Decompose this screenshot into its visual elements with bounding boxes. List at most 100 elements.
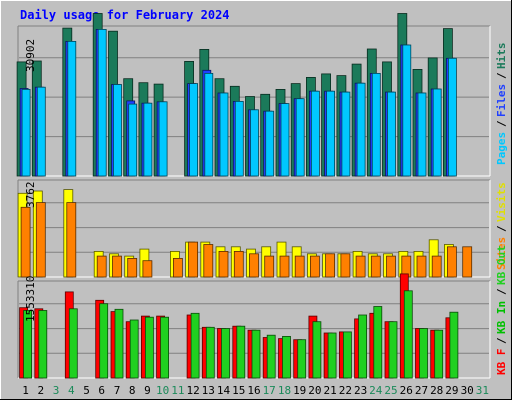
bar-kb-out <box>282 335 291 379</box>
x-tick-label: 2 <box>37 384 44 397</box>
bar-sites <box>172 257 183 278</box>
bar-pages <box>250 109 259 177</box>
bar-pages <box>341 91 351 177</box>
bar-sites <box>218 250 229 278</box>
bar-kb-out <box>342 331 352 379</box>
bar-pages <box>143 102 153 177</box>
bar-sites <box>96 255 107 278</box>
bar-sites <box>355 255 366 278</box>
bar-sites <box>203 244 214 278</box>
legend-visits: Visits <box>495 182 508 222</box>
bar-pages <box>234 101 244 177</box>
x-tick-label: 9 <box>144 384 151 397</box>
x-tick-label: 27 <box>415 384 428 397</box>
bar-sites <box>416 255 427 278</box>
bar-sites <box>142 260 153 278</box>
middle-max-label: 3762 <box>24 182 37 209</box>
legend-hits: Hits <box>495 43 508 70</box>
bar-kb-out <box>327 332 337 379</box>
bar-kb-out <box>160 316 170 379</box>
panel-labels: 30902 3762 1553310 <box>24 39 37 322</box>
bar-sites <box>309 255 320 278</box>
bar-pages <box>280 103 290 177</box>
bar-sites <box>446 246 457 278</box>
bar-pages <box>97 28 107 177</box>
bar-pages <box>265 110 275 177</box>
bar-pages <box>113 84 122 177</box>
bar-kb-out <box>23 310 33 379</box>
x-tick-label: 3 <box>53 384 60 397</box>
bar-kb-out <box>114 308 124 379</box>
x-axis-labels: 1 2 3 4 5 6 7 8 9 10 11 12 13 14 15 16 17 18 19 20 21 22 23 24 2… <box>22 384 489 397</box>
x-tick-label: 1 <box>22 384 29 397</box>
legend-sep: / <box>495 337 508 344</box>
bar-sites <box>294 255 305 278</box>
bar-sites <box>386 255 396 278</box>
bar-pages <box>67 41 77 177</box>
x-tick-label: 13 <box>202 384 215 397</box>
bar-sites <box>35 202 46 278</box>
bar-kb-out <box>449 311 459 379</box>
x-tick-label: 24 <box>369 384 383 397</box>
bar-kb-out <box>38 310 48 379</box>
bottom-max-label: 1553310 <box>24 276 37 322</box>
x-tick-label: 22 <box>339 384 352 397</box>
x-tick-label: 8 <box>129 384 136 397</box>
bar-sites <box>279 255 290 278</box>
bar-kb-out <box>419 328 428 379</box>
x-tick-label: 18 <box>278 384 291 397</box>
legend-pages: Pages <box>495 132 508 165</box>
bar-pages <box>128 103 138 177</box>
x-tick-label: 19 <box>293 384 306 397</box>
bar-pages <box>204 73 214 177</box>
bar-sites <box>462 246 473 278</box>
bar-sites <box>340 253 351 278</box>
x-tick-label: 26 <box>400 384 413 397</box>
x-tick-label: 23 <box>354 384 367 397</box>
bar-sites <box>325 253 336 278</box>
bar-pages <box>402 44 412 177</box>
x-tick-label: 4 <box>68 384 75 397</box>
bar-kb-out <box>251 329 261 379</box>
bar-pages <box>219 92 229 177</box>
x-tick-label: 21 <box>323 384 336 397</box>
x-tick-label: 29 <box>445 384 458 397</box>
bar-sites <box>127 257 138 278</box>
bar-kb-out <box>144 316 154 379</box>
bar-pages <box>356 82 366 177</box>
bar-pages <box>36 86 46 177</box>
bar-sites <box>249 253 259 278</box>
legend-sep: / <box>495 225 508 232</box>
bar-sites <box>66 202 77 278</box>
chart-title: Daily usage for February 2024 <box>20 8 230 22</box>
x-tick-label: 30 <box>461 384 474 397</box>
bar-pages <box>432 88 442 177</box>
bar-sites <box>112 255 122 278</box>
legend-kbf: KB F <box>495 349 508 376</box>
bar-kb-out <box>68 308 78 379</box>
legend-sep: / <box>495 72 508 79</box>
x-tick-label: 25 <box>384 384 397 397</box>
top-max-label: 30902 <box>24 39 37 72</box>
bar-kb-out <box>358 314 368 379</box>
bar-sites <box>431 255 442 278</box>
bars <box>16 13 473 379</box>
bar-pages <box>189 83 199 177</box>
x-tick-label: 20 <box>308 384 321 397</box>
x-tick-label: 7 <box>114 384 121 397</box>
x-tick-label: 11 <box>171 384 184 397</box>
x-tick-label: 6 <box>98 384 105 397</box>
bar-sites <box>370 255 381 278</box>
bar-kb-out <box>236 325 246 379</box>
x-tick-label: 31 <box>476 384 489 397</box>
x-tick-label: 12 <box>186 384 199 397</box>
bar-sites <box>188 241 199 278</box>
x-tick-label: 16 <box>247 384 260 397</box>
bar-sites <box>264 255 275 278</box>
x-tick-label: 5 <box>83 384 90 397</box>
bar-kb-out <box>266 334 276 379</box>
legends: Pages / Files / Hits Sites / Visits KB F… <box>495 43 508 376</box>
bar-kb-out <box>297 339 307 379</box>
bar-kb-out <box>373 306 383 379</box>
bar-pages <box>21 89 31 177</box>
